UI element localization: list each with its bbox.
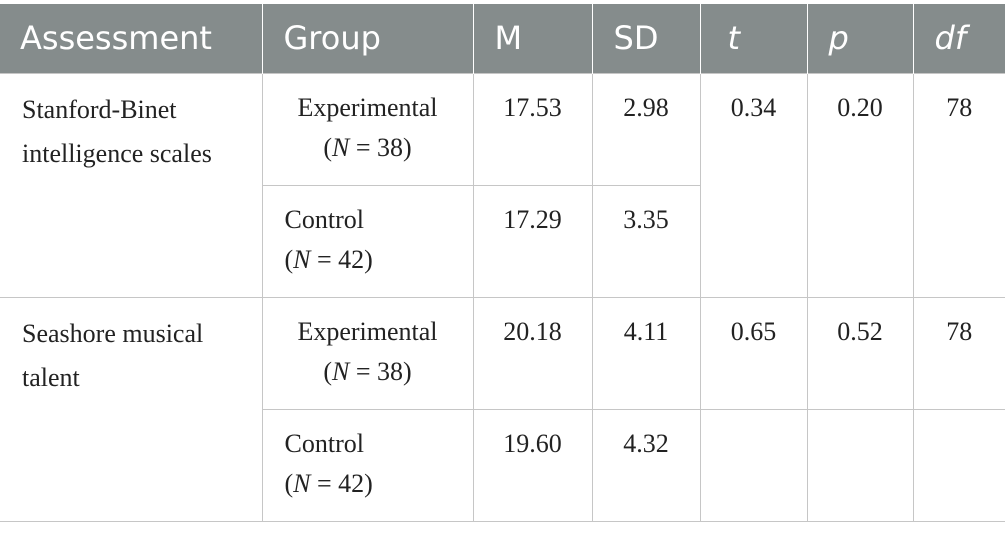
- group-name: Control: [284, 428, 364, 458]
- mean-cell: 17.53: [472, 72, 593, 186]
- group-name: Experimental: [297, 316, 438, 346]
- group-n: (N = 38): [323, 356, 412, 386]
- group-cell: Experimental (N = 38): [261, 296, 474, 410]
- group-name: Experimental: [297, 92, 438, 122]
- group-name: Control: [284, 204, 364, 234]
- p-cell-empty: [806, 408, 914, 522]
- sd-cell: 2.98: [591, 72, 701, 186]
- group-cell: Control (N = 42): [262, 184, 474, 298]
- mean-cell: 20.18: [472, 296, 593, 410]
- mean-cell: 17.29: [472, 184, 593, 298]
- header-row: Assessment Group M SD t p df: [0, 4, 1005, 73]
- table-row: Control (N = 42) 17.29 3.35: [0, 184, 1005, 298]
- table-row: Control (N = 42) 19.60 4.32: [0, 408, 1005, 522]
- group-cell: Control (N = 42): [262, 408, 474, 522]
- p-cell: 0.52: [806, 296, 914, 410]
- sd-cell: 4.11: [591, 296, 701, 410]
- header-assessment: Assessment: [0, 4, 262, 73]
- df-cell: 78: [912, 296, 1005, 410]
- group-n: (N = 42): [284, 468, 373, 498]
- t-cell: 0.34: [699, 72, 808, 298]
- results-table: Assessment Group M SD t p df Stanford-Bi…: [0, 4, 1005, 522]
- header-group: Group: [261, 4, 473, 73]
- header-t: t: [699, 4, 807, 73]
- header-m: M: [472, 4, 592, 73]
- group-n: (N = 38): [323, 132, 412, 162]
- assessment-cell: Seashore musical talent: [0, 296, 263, 522]
- t-cell-empty: [699, 408, 808, 522]
- sd-cell: 3.35: [591, 184, 700, 298]
- sd-cell: 4.32: [591, 408, 701, 522]
- group-cell: Experimental (N = 38): [261, 72, 474, 186]
- mean-cell: 19.60: [472, 408, 593, 522]
- header-p: p: [806, 4, 913, 73]
- df-cell: 78: [912, 72, 1005, 298]
- table-row: Seashore musical talent Experimental (N …: [0, 296, 1005, 522]
- assessment-cell: Stanford-Binet intelligence scales: [0, 72, 263, 298]
- t-cell: 0.65: [699, 296, 808, 410]
- table-header: Assessment Group M SD t p df: [0, 4, 1005, 73]
- table-body: Stanford-Binet intelligence scales Exper…: [0, 72, 1005, 522]
- p-cell: 0.20: [806, 72, 914, 298]
- group-n: (N = 42): [284, 244, 373, 274]
- header-df: df: [912, 4, 1005, 73]
- header-sd: SD: [591, 4, 700, 73]
- table-row: Stanford-Binet intelligence scales Exper…: [0, 72, 1005, 298]
- df-cell-empty: [912, 408, 1005, 522]
